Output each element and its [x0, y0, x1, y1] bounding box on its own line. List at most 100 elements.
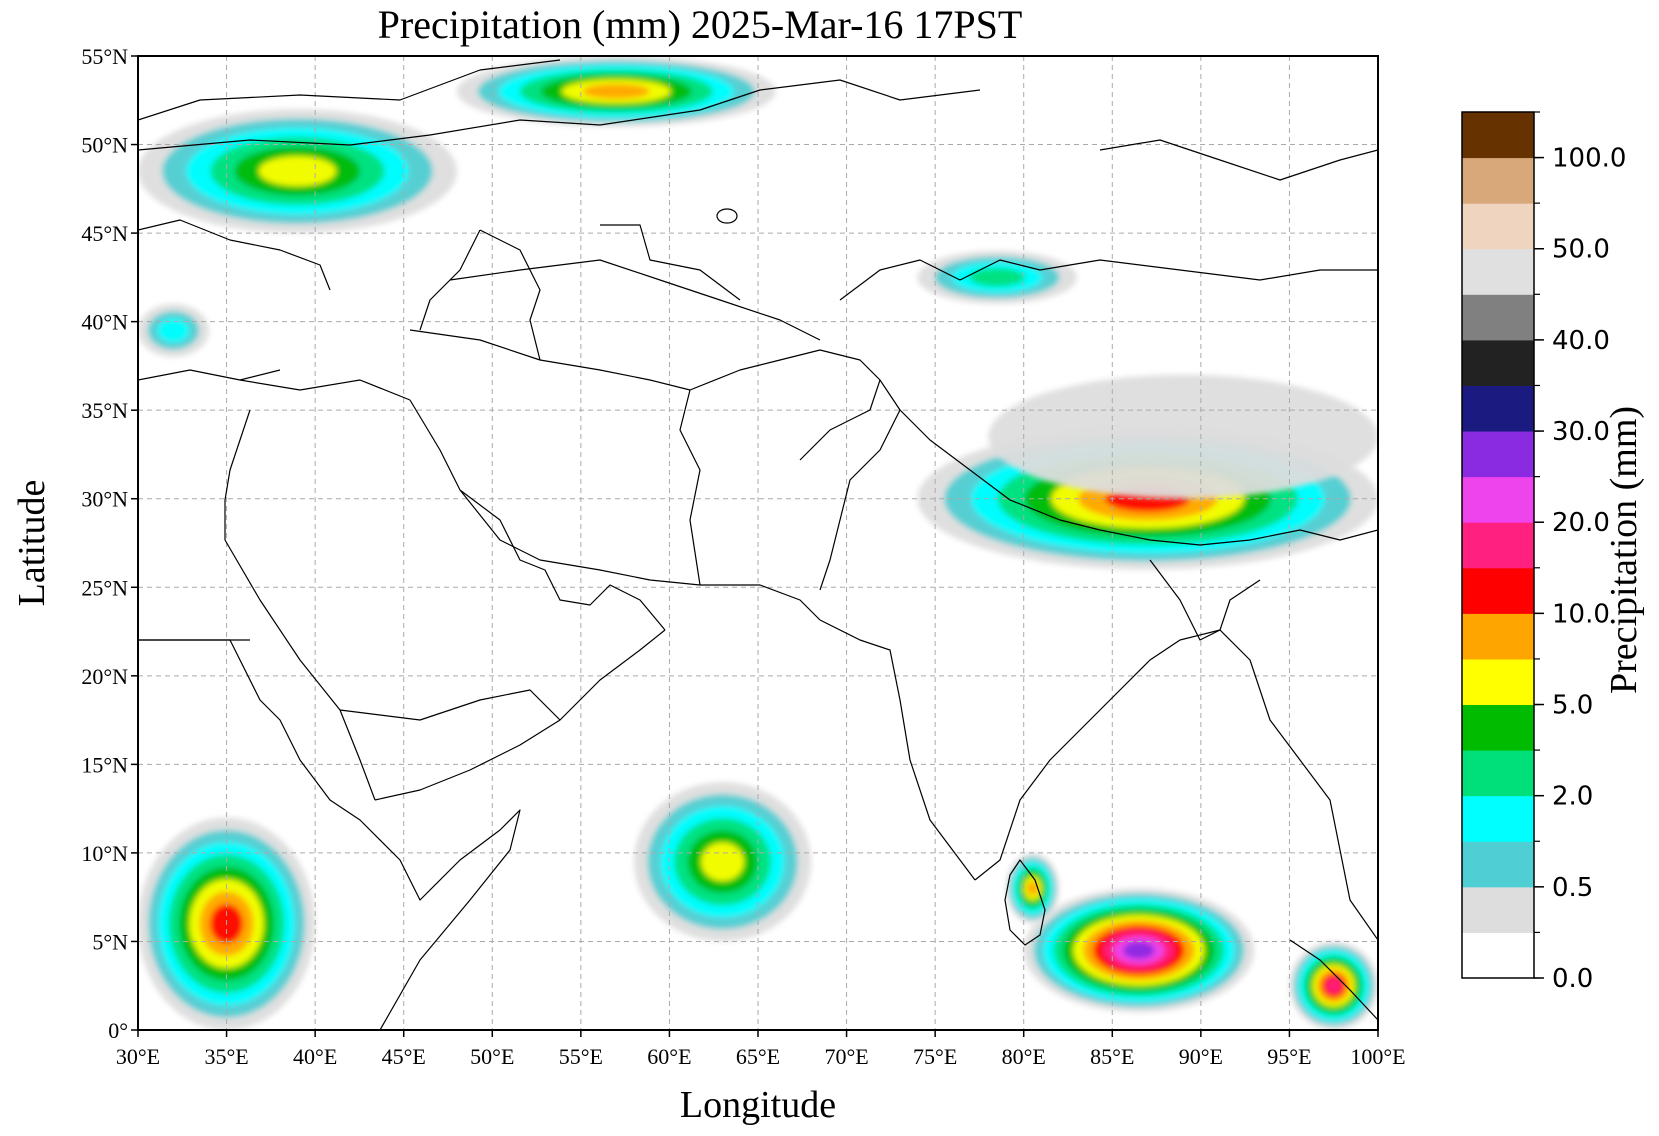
- coastline-levant: [224, 409, 251, 540]
- x-tick-label: 45°E: [382, 1044, 426, 1069]
- coastline-myanmar: [1219, 629, 1378, 941]
- y-tick-label: 40°N: [81, 310, 128, 335]
- x-tick-label: 85°E: [1090, 1044, 1134, 1069]
- colorbar-tick-label: 20.0: [1552, 508, 1610, 538]
- y-tick-label: 20°N: [81, 664, 128, 689]
- colorbar-swatch: [1462, 339, 1534, 386]
- precip-cell-northwest-band: [138, 109, 457, 234]
- coastlines-borders: [138, 59, 1378, 1030]
- colorbar-swatch: [1462, 613, 1534, 660]
- colorbar: 0.0 0.5 2.0 5.0 10.0 20.0 30.0 40.0 50.0 100.0: [1461, 111, 1626, 994]
- border-uzbekistan: [600, 224, 741, 301]
- x-tick-label: 30°E: [116, 1044, 160, 1069]
- coastline-sumatra: [1289, 939, 1378, 1021]
- x-tick-label: 75°E: [913, 1044, 957, 1069]
- border-kazakhstan-south: [449, 259, 821, 341]
- colorbar-swatch: [1462, 567, 1534, 614]
- colorbar-tick-label: 10.0: [1552, 599, 1610, 629]
- border-mongolia: [1099, 139, 1378, 181]
- coastline-africa-redsea: [138, 639, 521, 1030]
- colorbar-tick-label: 100.0: [1552, 144, 1626, 174]
- colorbar-tick-label: 0.0: [1552, 964, 1593, 994]
- y-tick-label: 5°N: [92, 929, 128, 954]
- precip-cell-tibet-light: [988, 374, 1378, 499]
- longitude-ticks: 30°E 35°E 40°E 45°E 50°E 55°E 60°E 65°E 70°E 75°E…: [116, 1030, 1406, 1069]
- y-tick-label: 15°N: [81, 752, 128, 777]
- coastline-pakistan: [700, 584, 821, 621]
- colorbar-swatch: [1462, 704, 1534, 751]
- colorbar-tick-label: 5.0: [1552, 691, 1593, 721]
- y-tick-label: 35°N: [81, 398, 128, 423]
- map-title: Precipitation (mm) 2025-Mar-16 17PST: [378, 2, 1023, 47]
- precip-cell-arabian-sea-west: [634, 782, 812, 942]
- y-axis-label: Latitude: [11, 480, 53, 607]
- border-iran-east: [679, 389, 701, 586]
- colorbar-swatch: [1462, 476, 1534, 523]
- colorbar-tick-label: 2.0: [1552, 782, 1593, 812]
- coastline-blacksea: [138, 219, 331, 291]
- colorbar-swatch: [1462, 886, 1534, 933]
- x-tick-label: 80°E: [1002, 1044, 1046, 1069]
- border-iran-iraq: [409, 399, 461, 491]
- colorbar-swatch: [1462, 248, 1534, 295]
- coastline-iran: [459, 489, 701, 586]
- y-tick-label: 55°N: [81, 44, 128, 69]
- border-arabia-inner: [339, 689, 561, 721]
- x-tick-label: 50°E: [470, 1044, 514, 1069]
- x-tick-label: 40°E: [293, 1044, 337, 1069]
- colorbar-title: Precipitation (mm): [1603, 406, 1645, 694]
- y-tick-label: 10°N: [81, 841, 128, 866]
- y-tick-label: 25°N: [81, 575, 128, 600]
- precip-cell-bay-of-bengal-south: [1023, 888, 1254, 1013]
- x-tick-label: 55°E: [559, 1044, 603, 1069]
- border-turkey-syria: [239, 379, 411, 401]
- colorbar-tick-label: 40.0: [1552, 326, 1610, 356]
- x-tick-label: 65°E: [736, 1044, 780, 1069]
- border-china-mongolia: [1039, 259, 1378, 281]
- y-tick-label: 0°: [108, 1018, 128, 1043]
- x-axis-label: Longitude: [680, 1084, 836, 1126]
- precip-cell-andaman-sea: [1289, 941, 1378, 1030]
- x-tick-label: 90°E: [1179, 1044, 1223, 1069]
- x-tick-label: 60°E: [647, 1044, 691, 1069]
- colorbar-swatch: [1462, 203, 1534, 250]
- x-tick-label: 35°E: [204, 1044, 248, 1069]
- coastline-arabia-south: [374, 629, 666, 801]
- precip-cell-caucasus-west: [138, 303, 209, 358]
- coastline-caspian: [419, 229, 541, 361]
- border-afghanistan: [689, 349, 881, 461]
- y-tick-label: 50°N: [81, 133, 128, 158]
- colorbar-swatch: [1462, 294, 1534, 341]
- colorbar-tick-label: 30.0: [1552, 417, 1610, 447]
- colorbar-swatch: [1462, 932, 1534, 979]
- colorbar-swatch: [1462, 750, 1534, 797]
- coastline-india-west: [819, 619, 976, 881]
- colorbar-swatch: [1462, 522, 1534, 569]
- colorbar-swatch: [1462, 431, 1534, 478]
- border-iran-north: [409, 329, 691, 391]
- coastline-sri-lanka: [1004, 859, 1046, 946]
- colorbar-swatch: [1462, 112, 1534, 159]
- precip-cell-sri-lanka: [1006, 852, 1060, 924]
- colorbar-swatch: [1462, 157, 1534, 204]
- border-russia-kazakh: [138, 59, 561, 121]
- precip-cell-northwest-band-east: [456, 56, 776, 127]
- colorbar-tick-label: 0.5: [1552, 873, 1593, 903]
- lake-balkhash: [716, 208, 738, 224]
- border-india-nepal-china: [899, 409, 1378, 546]
- colorbar-swatch: [1462, 841, 1534, 888]
- coastline-arabia-gulf: [459, 489, 666, 631]
- colorbar-swatch: [1462, 795, 1534, 842]
- colorbar-swatch: [1462, 385, 1534, 432]
- x-tick-label: 100°E: [1350, 1044, 1405, 1069]
- border-kazakh-china: [839, 259, 1041, 301]
- y-tick-label: 45°N: [81, 221, 128, 246]
- coastline-arabia-west: [224, 539, 376, 801]
- y-tick-label: 30°N: [81, 487, 128, 512]
- border-bangladesh: [1149, 559, 1261, 641]
- coastline-turkey-south: [138, 369, 281, 381]
- colorbar-frame: [1461, 111, 1535, 979]
- x-tick-label: 95°E: [1267, 1044, 1311, 1069]
- precip-cell-tianshan: [917, 250, 1077, 304]
